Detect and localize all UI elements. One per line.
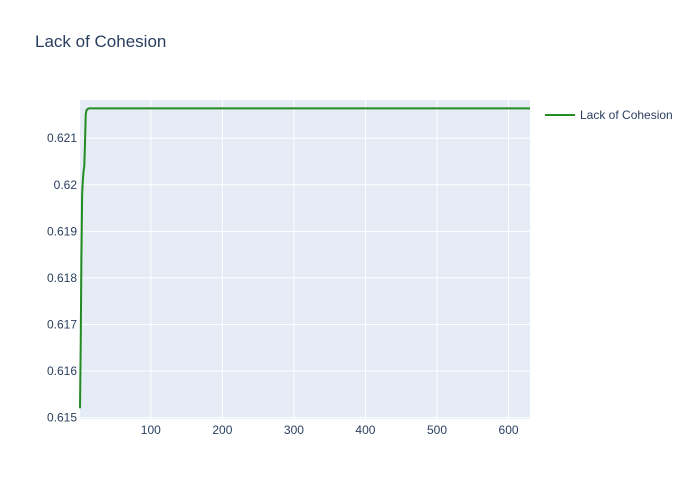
x-tick-label: 500 bbox=[427, 423, 447, 437]
x-tick-label: 100 bbox=[141, 423, 161, 437]
x-tick-label: 600 bbox=[499, 423, 519, 437]
x-tick-label: 400 bbox=[355, 423, 375, 437]
y-tick-label: 0.618 bbox=[47, 271, 77, 285]
chart-title: Lack of Cohesion bbox=[35, 32, 167, 51]
y-tick-label: 0.616 bbox=[47, 364, 77, 378]
y-tick-label: 0.62 bbox=[54, 178, 78, 192]
y-tick-label: 0.621 bbox=[47, 131, 77, 145]
x-tick-label: 200 bbox=[212, 423, 232, 437]
legend-label: Lack of Cohesion bbox=[580, 108, 673, 122]
axis-ticks: 100 200 300 400 500 600 0.615 0.616 0.617 0.618 0.… bbox=[47, 131, 519, 437]
series-line bbox=[79, 107, 530, 409]
grid-lines bbox=[80, 100, 530, 419]
plot-background bbox=[80, 100, 530, 419]
y-tick-label: 0.617 bbox=[47, 317, 77, 331]
x-tick-label: 300 bbox=[284, 423, 304, 437]
y-tick-label: 0.619 bbox=[47, 224, 77, 238]
y-tick-label: 0.615 bbox=[47, 411, 77, 425]
series-lines bbox=[79, 107, 530, 409]
legend[interactable]: Lack of Cohesion bbox=[545, 108, 673, 122]
